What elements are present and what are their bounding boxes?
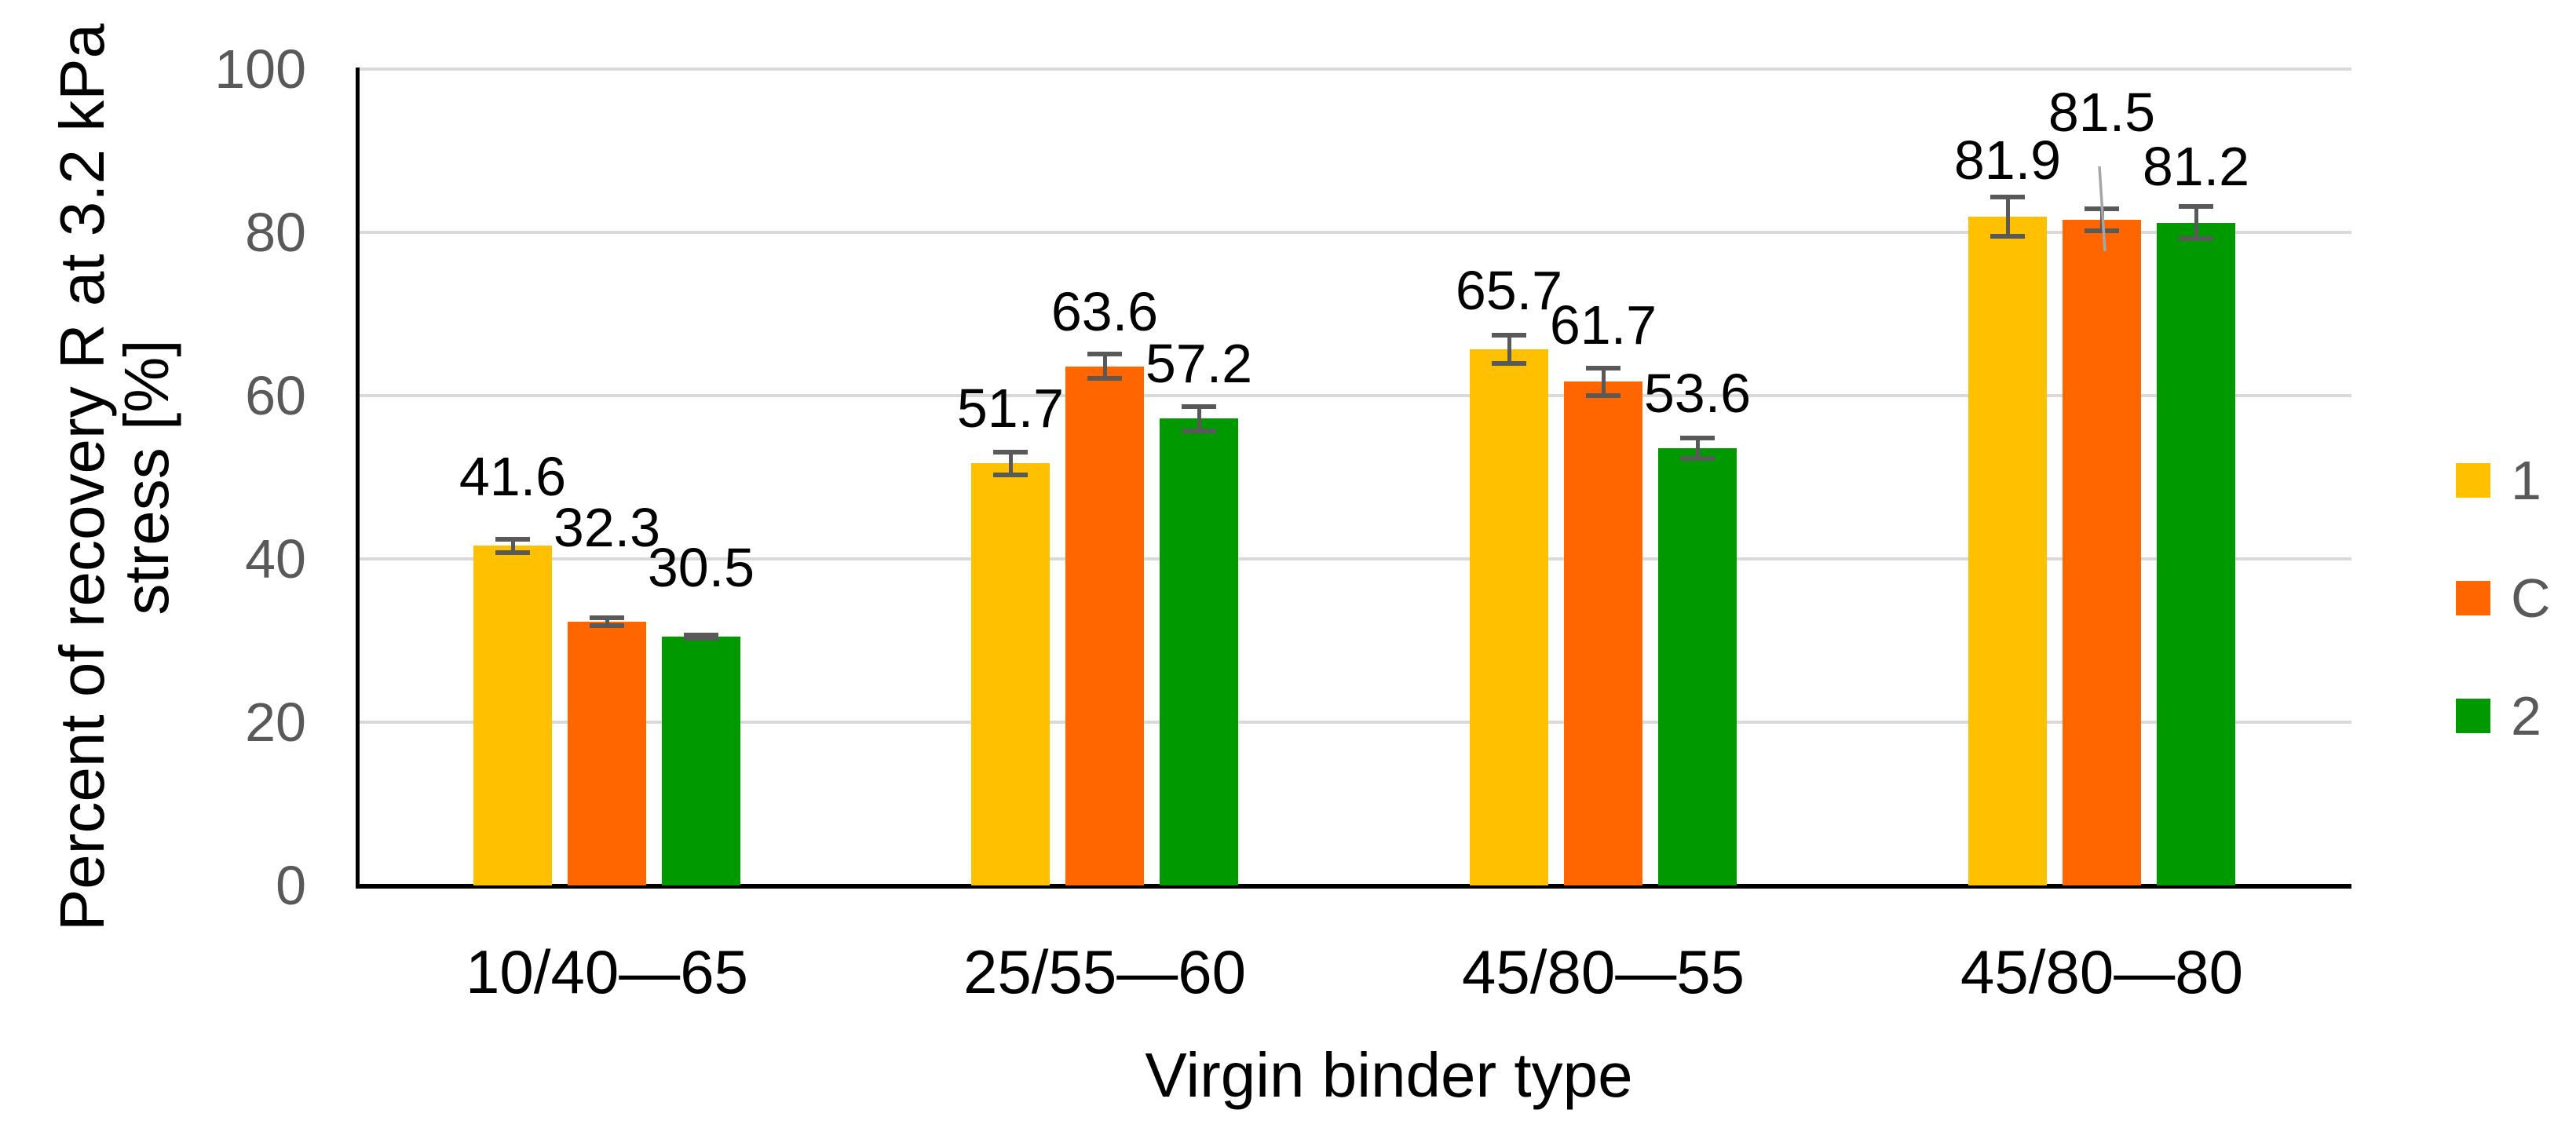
error-bar-cap-top (2179, 203, 2213, 209)
bar-C-45/80—80 (2063, 220, 2141, 885)
legend-swatch-C (2456, 581, 2490, 615)
error-bar-line (1507, 334, 1511, 363)
error-bar-cap-bottom (495, 549, 530, 555)
y-tick-label-40: 40 (245, 528, 306, 590)
error-bar-cap-top (495, 537, 530, 542)
data-label-2-10/40—65: 30.5 (647, 536, 755, 598)
legend-label-2: 2 (2511, 685, 2541, 747)
error-bar-line (2194, 206, 2198, 239)
bar-1-10/40—65 (473, 546, 552, 885)
bar-C-25/55—60 (1065, 366, 1144, 885)
bar-1-45/80—80 (1968, 217, 2047, 885)
error-bar-cap-bottom (590, 623, 624, 629)
error-bar-line (510, 539, 515, 553)
gridline-40 (358, 557, 2351, 560)
gridline-20 (358, 721, 2351, 724)
error-bar-cap-top (2085, 206, 2119, 212)
x-category-label: 25/55—60 (963, 937, 1246, 1006)
x-axis-line (356, 884, 2351, 889)
gridline-60 (358, 394, 2351, 397)
data-label-2-45/80—55: 53.6 (1643, 362, 1752, 424)
error-bar-cap-top (684, 632, 718, 637)
bar-2-45/80—55 (1658, 447, 1737, 885)
error-bar-cap-bottom (684, 635, 718, 641)
y-tick-label-60: 60 (245, 365, 306, 426)
x-axis-title: Virgin binder type (1145, 1040, 1633, 1110)
error-bar-line (1695, 437, 1700, 458)
error-bar-line (2099, 209, 2104, 232)
error-bar-cap-top (1087, 351, 1122, 356)
error-bar-cap-top (1182, 403, 1216, 409)
bar-C-10/40—65 (568, 622, 646, 885)
data-label-1-45/80—80: 81.9 (1953, 130, 2062, 192)
x-category-label: 45/80—55 (1462, 937, 1745, 1006)
data-label-C-10/40—65: 32.3 (553, 497, 661, 559)
data-label-2-45/80—80: 81.2 (2142, 135, 2250, 197)
bar-1-45/80—55 (1470, 349, 1548, 885)
data-label-1-25/55—60: 51.7 (956, 378, 1065, 440)
legend-label-1: 1 (2511, 450, 2541, 511)
x-category-label: 45/80—80 (1960, 937, 2243, 1006)
error-bar-line (1008, 451, 1013, 475)
error-bar-cap-bottom (2179, 236, 2213, 242)
error-bar-cap-top (1680, 435, 1715, 440)
error-bar-cap-bottom (2085, 228, 2119, 234)
y-tick-label-0: 0 (276, 855, 306, 916)
data-label-2-25/55—60: 57.2 (1145, 333, 1253, 395)
error-bar-cap-bottom (1492, 360, 1526, 366)
error-bar-line (1102, 353, 1107, 379)
bar-1-25/55—60 (971, 463, 1050, 885)
error-bar-cap-top (1586, 365, 1621, 371)
error-bar-cap-top (993, 449, 1028, 455)
y-tick-label-100: 100 (214, 38, 306, 100)
data-label-C-45/80—80: 81.5 (2048, 82, 2156, 144)
error-bar-cap-bottom (1087, 376, 1122, 381)
bar-2-10/40—65 (662, 636, 740, 885)
gridline-100 (358, 68, 2351, 71)
error-bar-cap-bottom (1680, 455, 1715, 461)
error-bar-cap-top (1990, 195, 2025, 200)
data-label-C-25/55—60: 63.6 (1050, 280, 1159, 342)
data-label-1-45/80—55: 65.7 (1455, 259, 1563, 321)
data-label-1-10/40—65: 41.6 (459, 446, 567, 508)
y-axis-line (356, 68, 360, 889)
bar-2-25/55—60 (1160, 418, 1238, 885)
error-bar-line (2005, 197, 2010, 237)
legend-label-C: C (2511, 568, 2551, 629)
y-tick-label-80: 80 (245, 202, 306, 263)
legend-swatch-2 (2456, 699, 2490, 733)
y-tick-label-20: 20 (245, 692, 306, 753)
data-label-C-45/80—55: 61.7 (1549, 294, 1657, 356)
error-bar-cap-bottom (1586, 393, 1621, 398)
error-bar-cap-top (1492, 332, 1526, 338)
bar-2-45/80—80 (2157, 222, 2235, 885)
gridline-80 (358, 231, 2351, 234)
error-bar-cap-top (590, 615, 624, 620)
x-category-label: 10/40—65 (466, 937, 748, 1006)
legend-swatch-1 (2456, 463, 2490, 498)
error-bar-cap-bottom (1990, 234, 2025, 239)
error-bar-cap-bottom (993, 472, 1028, 477)
error-bar-cap-bottom (1182, 428, 1216, 433)
error-bar-line (1601, 367, 1606, 396)
error-bar-line (605, 617, 609, 626)
bar-C-45/80—55 (1564, 381, 1642, 885)
error-bar-line (1197, 406, 1201, 431)
